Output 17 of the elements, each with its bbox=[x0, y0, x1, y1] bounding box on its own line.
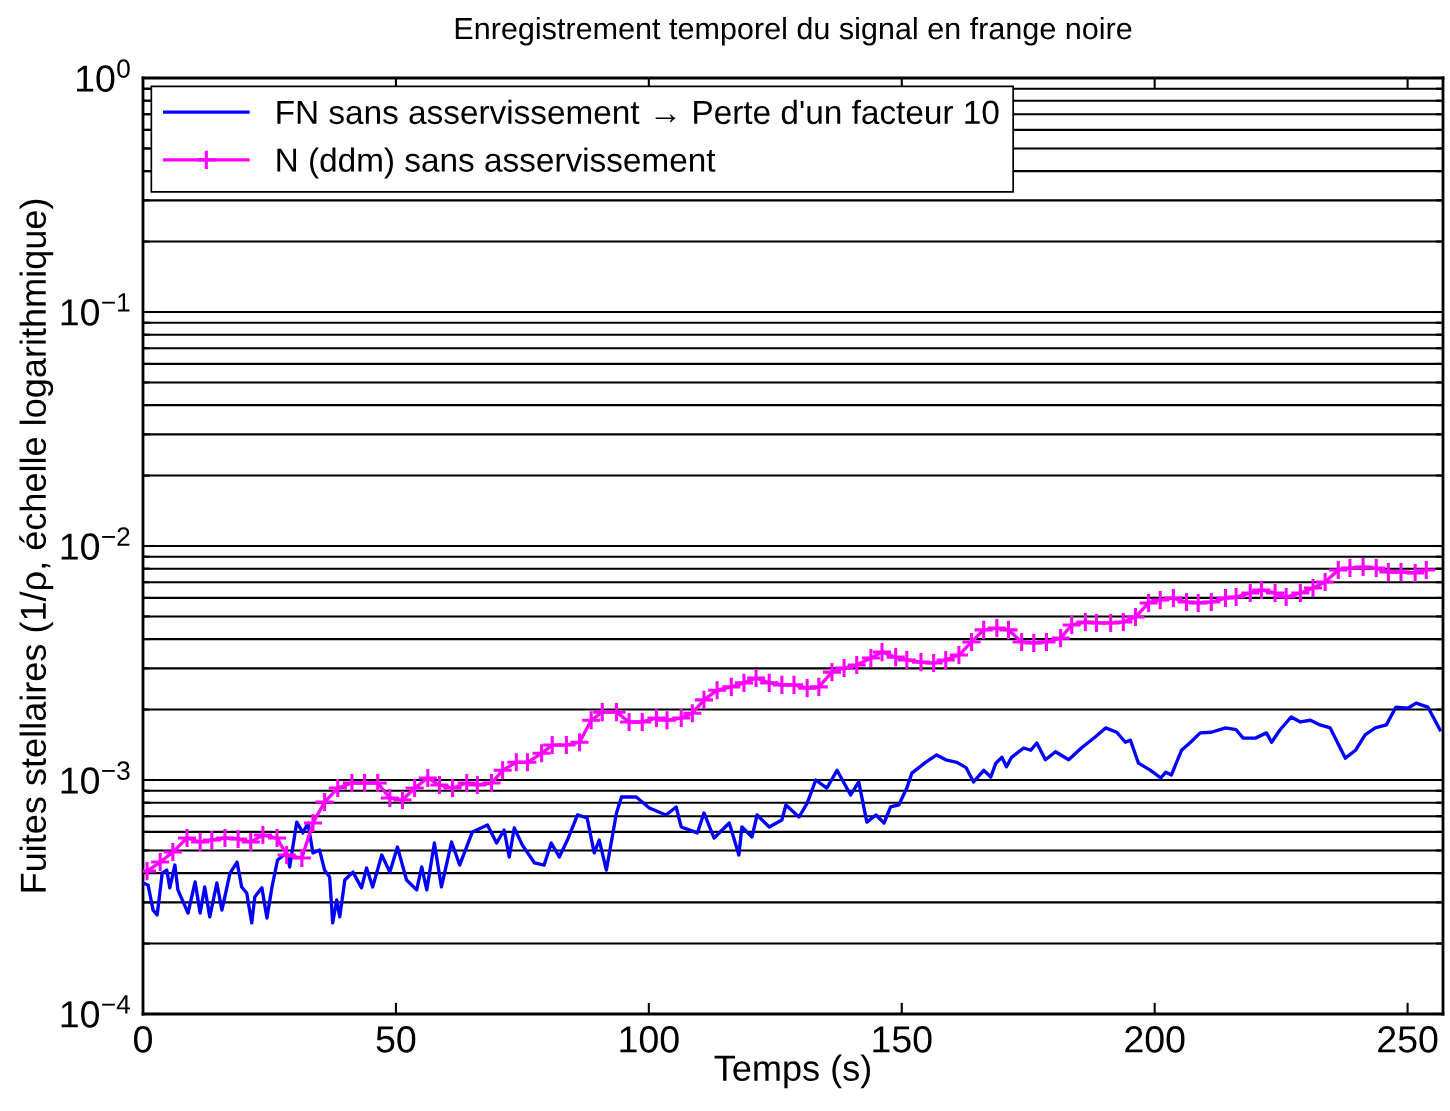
y-tick-label: 10$^{−1}$ bbox=[61, 293, 130, 326]
y-tick-label: 10$^{0}$ bbox=[77, 59, 130, 92]
legend-label: N (ddm) sans asservissement bbox=[277, 147, 716, 179]
y-tick-label: 10$^{−4}$ bbox=[61, 995, 130, 1028]
y-tick-label: 10$^{−2}$ bbox=[61, 527, 130, 560]
y-axis-title: Fuites stellaires (1/ρ, échelle logarithmique) bbox=[19, 199, 54, 892]
x-tick-label: 150 bbox=[873, 1026, 932, 1053]
x-tick-label: 50 bbox=[376, 1026, 416, 1053]
x-tick-label: 250 bbox=[1378, 1026, 1438, 1053]
legend-label: FN sans asservissement → Perte d'un facteur 10 bbox=[277, 99, 999, 125]
y-tick-label: 10$^{−3}$ bbox=[61, 761, 130, 794]
x-tick-label: 0 bbox=[134, 1026, 152, 1053]
x-tick-label: 100 bbox=[620, 1026, 679, 1053]
line-series bbox=[143, 701, 1442, 925]
x-tick-label: 200 bbox=[1125, 1026, 1185, 1053]
x-axis-title: Temps (s) bbox=[714, 1054, 871, 1089]
chart-title: Enregistrement temporel du signal en frange noire bbox=[455, 16, 1132, 46]
